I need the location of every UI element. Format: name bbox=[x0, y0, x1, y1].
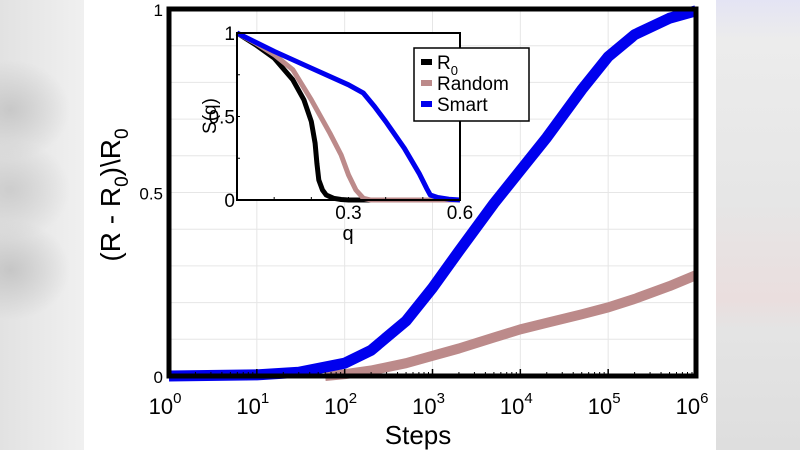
inset-y-tick-label: 1 bbox=[224, 24, 235, 45]
inset-tick-labels: 0.3 0.6 0 0.5 1 bbox=[209, 24, 474, 224]
legend-swatch bbox=[421, 101, 432, 107]
y-tick-label: 0 bbox=[154, 368, 163, 387]
x-tick-label: 103 bbox=[412, 390, 445, 419]
ylabel-part-2: )\R bbox=[95, 139, 126, 176]
legend-label: R0 bbox=[437, 53, 458, 78]
main-y-axis-label: (R - R0)\R0 bbox=[95, 128, 133, 261]
inset-series-smart bbox=[235, 30, 461, 203]
main-series bbox=[168, 5, 698, 382]
x-tick-label: 104 bbox=[500, 390, 533, 419]
x-tick-label: 105 bbox=[588, 390, 621, 419]
inset-x-tick-label: 0.6 bbox=[447, 203, 473, 224]
blurred-background-right bbox=[716, 0, 800, 450]
ylabel-sub-2: 0 bbox=[112, 128, 133, 139]
main-plot-frame bbox=[166, 6, 699, 379]
inset-y-axis-label: S(q) bbox=[200, 98, 221, 134]
x-tick-label: 106 bbox=[676, 390, 709, 419]
ylabel-sub-1: 0 bbox=[112, 176, 133, 187]
x-tick-label: 102 bbox=[324, 390, 357, 419]
series-smart bbox=[168, 5, 698, 382]
legend-label: Smart bbox=[437, 95, 488, 116]
main-x-axis-label: Steps bbox=[385, 420, 452, 450]
legend-swatch bbox=[421, 80, 432, 86]
y-tick-label: 1 bbox=[154, 1, 163, 20]
main-tick-labels: 100 101 102 103 104 105 106 0 0.5 1 bbox=[139, 1, 708, 419]
y-tick-label: 0.5 bbox=[139, 185, 163, 204]
inset-y-tick-label: 0.5 bbox=[209, 108, 235, 129]
inset-x-tick-label: 0.3 bbox=[335, 203, 361, 224]
inset-x-axis-label: q bbox=[342, 223, 353, 245]
legend-label: Random bbox=[437, 74, 509, 95]
svg-text:(R - R0)\R0: (R - R0)\R0 bbox=[95, 128, 133, 261]
x-tick-label: 100 bbox=[149, 390, 182, 419]
blurred-background-left bbox=[0, 0, 84, 450]
inset-series-random bbox=[235, 30, 460, 203]
legend-box bbox=[413, 47, 530, 122]
x-tick-label: 101 bbox=[236, 390, 269, 419]
legend-swatch bbox=[421, 59, 432, 65]
ylabel-part-1: (R - R bbox=[95, 187, 126, 262]
inset-y-tick-label: 0 bbox=[224, 191, 235, 212]
series-random bbox=[324, 270, 698, 381]
